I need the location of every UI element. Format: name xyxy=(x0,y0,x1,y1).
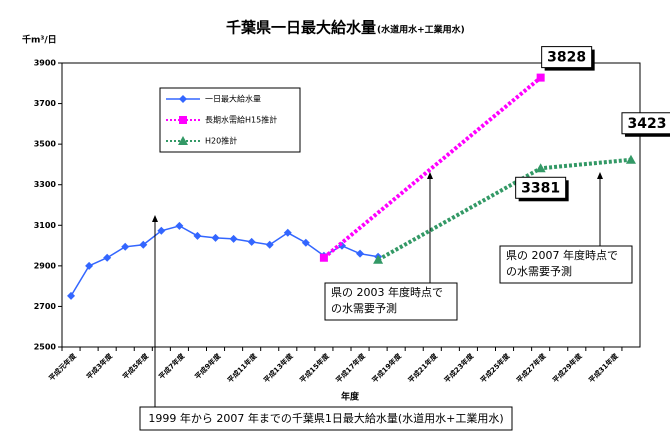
data-label-box xyxy=(621,112,670,135)
y-tick-label: 3700 xyxy=(34,99,57,108)
annotation-arrowhead xyxy=(427,172,433,179)
data-label: 3381 xyxy=(521,180,560,196)
marker xyxy=(139,240,148,249)
chart-title: 千葉県一日最大給水量 xyxy=(226,19,376,37)
y-tick-label: 2900 xyxy=(34,261,57,270)
annotation: 県の 2003 年度時点で xyxy=(331,285,443,299)
marker xyxy=(535,163,546,173)
caption: 1999 年から 2007 年までの千葉県1日最大給水量(水道用水+工業用水) xyxy=(148,411,503,425)
legend-label: 一日最大給水量 xyxy=(205,94,261,104)
data-label: 3828 xyxy=(547,50,586,66)
chart-subtitle: (水道用水+工業用水) xyxy=(377,24,465,36)
y-tick-label: 3500 xyxy=(34,140,57,149)
marker xyxy=(229,234,238,243)
marker xyxy=(247,237,256,246)
marker xyxy=(373,254,384,264)
series-line xyxy=(322,76,542,260)
marker xyxy=(301,238,310,247)
y-tick-label: 3100 xyxy=(34,221,57,230)
legend-label: 長期水需給H15推計 xyxy=(205,115,277,125)
y-tick-label: 2700 xyxy=(34,302,57,311)
marker xyxy=(175,221,184,230)
marker xyxy=(179,95,187,103)
marker xyxy=(193,231,202,240)
annotation: の水需要予測 xyxy=(331,301,397,315)
marker xyxy=(536,73,545,82)
marker xyxy=(356,249,365,258)
marker xyxy=(319,253,328,262)
caption-box xyxy=(139,406,513,431)
marker xyxy=(283,228,292,237)
annotation-box xyxy=(499,245,633,284)
marker xyxy=(211,233,220,242)
y-tick-label: 2500 xyxy=(34,343,57,352)
marker xyxy=(179,116,187,124)
data-label-box xyxy=(541,46,593,69)
marker xyxy=(121,242,130,251)
marker xyxy=(85,261,94,270)
marker xyxy=(157,226,166,235)
annotation: 県の 2007 年度時点で xyxy=(506,248,618,262)
data-label-box xyxy=(515,176,567,199)
annotation: の水需要予測 xyxy=(506,264,572,278)
marker xyxy=(265,240,274,249)
marker xyxy=(178,136,188,145)
y-axis-label: 千m³/日 xyxy=(22,34,57,46)
marker xyxy=(67,291,76,300)
legend-label: H20推計 xyxy=(205,136,237,146)
y-tick-label: 3900 xyxy=(34,59,57,68)
caption-arrowhead xyxy=(152,215,158,222)
data-label: 3423 xyxy=(627,116,666,132)
annotation-arrowhead xyxy=(597,172,603,179)
annotation-box xyxy=(324,282,458,321)
x-axis-label: 年度 xyxy=(341,391,360,403)
marker xyxy=(625,154,636,164)
y-tick-label: 3300 xyxy=(34,180,57,189)
marker xyxy=(103,253,112,262)
